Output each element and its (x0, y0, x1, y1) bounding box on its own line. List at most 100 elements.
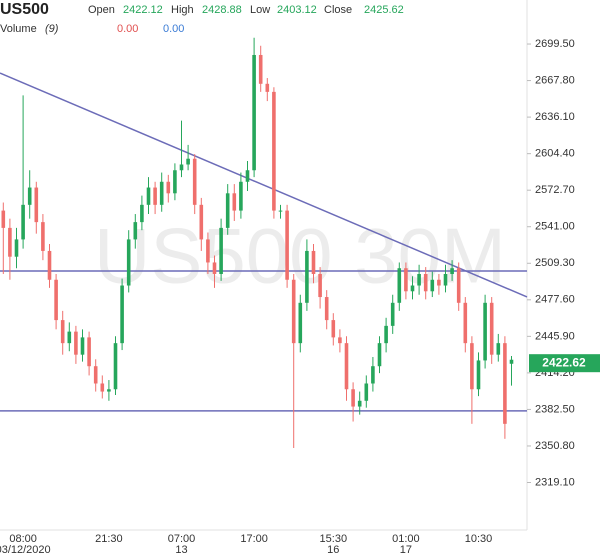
candle-body (397, 268, 402, 303)
x-tick-label: 15:30 (320, 533, 348, 545)
candle-body (470, 343, 474, 390)
y-tick-label: 2636.10 (535, 111, 575, 123)
candle-body (298, 302, 303, 344)
x-date-label: 16 (327, 544, 339, 556)
header-value: 2425.62 (364, 4, 404, 16)
x-date-label: 13 (175, 544, 187, 556)
candle-body (384, 325, 388, 344)
y-tick-label: 2604.40 (535, 148, 575, 160)
x-tick-label: 10:30 (465, 533, 493, 545)
candle-body (21, 204, 25, 240)
candle-body (1, 210, 6, 228)
candle-body (146, 187, 151, 205)
candle-body (41, 222, 45, 251)
candle-body (496, 343, 501, 355)
candle-body (153, 187, 157, 205)
candle-body (423, 273, 428, 292)
candle-body (371, 366, 375, 384)
candle-body (166, 181, 171, 194)
x-tick-label: 07:00 (168, 533, 196, 545)
candle-body (364, 383, 369, 401)
y-tick-label: 2445.90 (535, 330, 575, 342)
candle-body (476, 360, 481, 390)
candle-body (126, 239, 131, 286)
candle-body (318, 273, 322, 298)
candle-body (133, 222, 138, 240)
header-label: Open (88, 4, 115, 16)
candle-body (404, 268, 408, 292)
candle-body (456, 268, 461, 303)
candle-body (159, 181, 164, 205)
candle-body (192, 158, 197, 205)
candle-body (54, 279, 58, 321)
x-tick-label: 08:00 (9, 533, 37, 545)
candle-body (377, 343, 382, 367)
candle-body (450, 268, 454, 274)
candle-body (120, 285, 124, 344)
candle-body (186, 158, 190, 165)
candle-body (179, 164, 184, 171)
candle-body (410, 285, 415, 292)
candle-body (258, 54, 263, 84)
candle-body (278, 210, 283, 212)
candle-body (60, 320, 65, 344)
volume-value: 0.00 (163, 23, 184, 35)
header-label: High (171, 4, 194, 16)
candle-body (265, 83, 270, 92)
watermark: US500 30M (94, 212, 506, 300)
candle-body (430, 279, 435, 292)
candle-body (74, 331, 78, 355)
candle-body (206, 239, 210, 263)
candle-body (107, 389, 111, 392)
y-tick-label: 2350.80 (535, 440, 575, 452)
header-value: 2428.88 (202, 4, 242, 16)
price-tag-label: 2422.62 (542, 355, 586, 369)
candle-body (8, 227, 12, 257)
candle-body (87, 337, 91, 367)
volume-value: 0.00 (117, 23, 138, 35)
candle-body (331, 320, 336, 338)
candle-body (252, 54, 256, 171)
candle-body (245, 170, 250, 182)
candle-body (199, 204, 204, 240)
candle-body (93, 366, 98, 384)
y-tick-label: 2477.60 (535, 294, 575, 306)
candle-body (344, 343, 349, 390)
candle-body (34, 187, 39, 223)
candle-body (27, 187, 32, 205)
candle-body (357, 400, 362, 407)
y-tick-label: 2541.00 (535, 221, 575, 233)
symbol: US500 (0, 1, 49, 18)
candle-body (463, 302, 468, 344)
candle-body (390, 302, 395, 326)
candle-body (232, 193, 237, 211)
candle-body (140, 204, 144, 223)
candle-body (291, 279, 296, 344)
candle-body (212, 262, 217, 274)
x-date-label: 03/12/2020 (0, 544, 51, 556)
y-tick-label: 2509.30 (535, 257, 575, 269)
candle-body (285, 210, 289, 280)
candle-body (489, 302, 494, 355)
x-date-label: 17 (400, 544, 412, 556)
volume-param: (9) (45, 23, 59, 35)
x-tick-label: 21:30 (95, 533, 123, 545)
header-value: 2422.12 (123, 4, 163, 16)
candle-body (14, 239, 19, 257)
y-tick-label: 2699.50 (535, 38, 575, 50)
candle-body (47, 250, 52, 280)
y-tick-label: 2572.70 (535, 184, 575, 196)
price-tag (529, 354, 600, 373)
y-tick-label: 2667.80 (535, 74, 575, 86)
candle-body (324, 297, 329, 321)
candle-body (305, 250, 309, 303)
candle-body (311, 250, 316, 274)
header-label: Low (250, 4, 270, 16)
candle-body (219, 227, 223, 274)
candle-body (173, 170, 177, 194)
x-tick-label: 17:00 (240, 533, 268, 545)
candle-body (417, 273, 421, 286)
